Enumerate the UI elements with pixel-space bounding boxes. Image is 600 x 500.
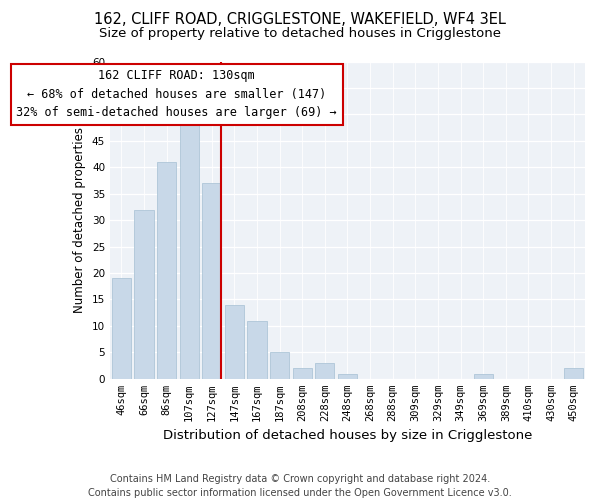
- Bar: [293, 368, 312, 379]
- Text: 162 CLIFF ROAD: 130sqm
← 68% of detached houses are smaller (147)
32% of semi-de: 162 CLIFF ROAD: 130sqm ← 68% of detached…: [16, 70, 337, 119]
- Text: Size of property relative to detached houses in Crigglestone: Size of property relative to detached ho…: [99, 28, 501, 40]
- Bar: [473, 374, 493, 379]
- Text: 162, CLIFF ROAD, CRIGGLESTONE, WAKEFIELD, WF4 3EL: 162, CLIFF ROAD, CRIGGLESTONE, WAKEFIELD…: [94, 12, 506, 28]
- Bar: [564, 368, 583, 379]
- Bar: [112, 278, 131, 379]
- Y-axis label: Number of detached properties: Number of detached properties: [73, 127, 86, 313]
- Bar: [134, 210, 154, 379]
- Bar: [247, 320, 266, 379]
- Bar: [225, 305, 244, 379]
- Bar: [157, 162, 176, 379]
- Bar: [179, 120, 199, 379]
- Bar: [270, 352, 289, 379]
- X-axis label: Distribution of detached houses by size in Crigglestone: Distribution of detached houses by size …: [163, 430, 532, 442]
- Bar: [202, 183, 221, 379]
- Bar: [338, 374, 357, 379]
- Bar: [315, 363, 334, 379]
- Text: Contains HM Land Registry data © Crown copyright and database right 2024.
Contai: Contains HM Land Registry data © Crown c…: [88, 474, 512, 498]
